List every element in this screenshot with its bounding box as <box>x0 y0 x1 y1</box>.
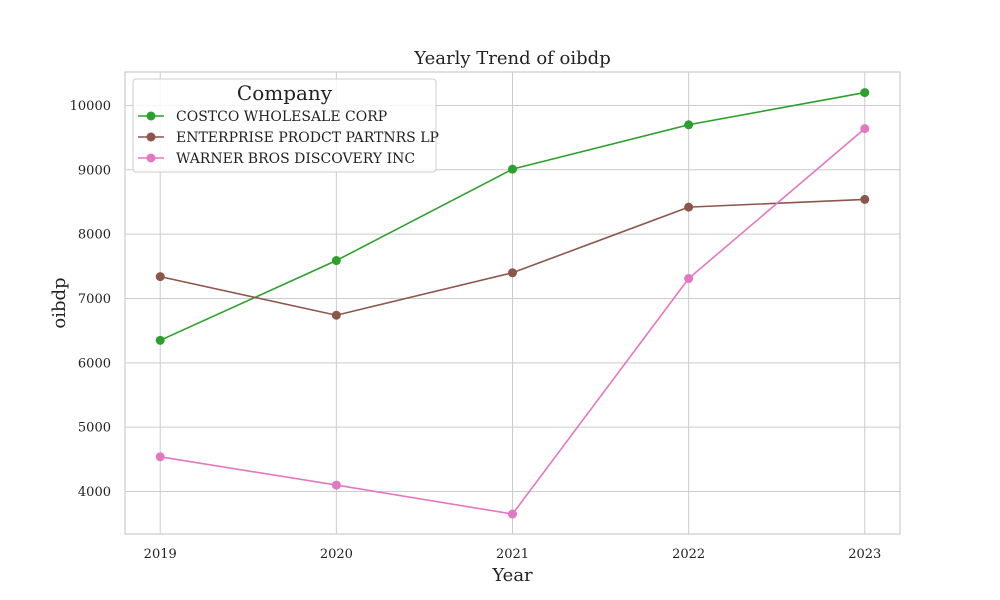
legend-label: COSTCO WHOLESALE CORP <box>176 109 387 125</box>
y-tick-labels: 4000 5000 6000 7000 8000 9000 10000 <box>70 99 111 500</box>
data-point <box>684 120 694 130</box>
x-axis-label: Year <box>491 565 533 586</box>
x-tick-label: 2020 <box>320 547 353 562</box>
y-tick-label: 10000 <box>70 99 111 114</box>
x-tick-label: 2019 <box>144 547 177 562</box>
data-point <box>508 509 517 519</box>
x-tick-label: 2021 <box>496 547 529 562</box>
legend-label: WARNER BROS DISCOVERY INC <box>176 151 415 167</box>
data-point <box>684 202 694 212</box>
data-point <box>331 480 341 490</box>
y-tick-label: 4000 <box>78 485 111 500</box>
legend-marker <box>146 111 156 121</box>
legend-label: ENTERPRISE PRODCT PARTNRS LP <box>176 130 439 146</box>
x-tick-labels: 2019 2020 2021 2022 2023 <box>144 547 882 562</box>
legend-entries: COSTCO WHOLESALE CORP ENTERPRISE PRODCT P… <box>138 109 439 167</box>
data-point <box>331 310 341 320</box>
series-group <box>155 194 870 320</box>
x-tick-label: 2023 <box>848 547 881 562</box>
plot-frame <box>124 71 901 535</box>
y-tick-label: 9000 <box>78 163 111 178</box>
y-tick-label: 7000 <box>78 292 111 307</box>
series-layer <box>155 88 870 519</box>
data-point <box>331 256 341 266</box>
data-point <box>860 88 870 98</box>
data-point <box>684 274 694 284</box>
data-point <box>860 124 870 134</box>
data-point <box>155 452 165 462</box>
series-group <box>155 88 870 345</box>
y-tick-label: 8000 <box>78 228 111 243</box>
legend-entry: COSTCO WHOLESALE CORP <box>138 109 387 125</box>
legend-entry: WARNER BROS DISCOVERY INC <box>138 151 415 167</box>
series-group <box>155 124 870 519</box>
x-tick-label: 2022 <box>672 547 705 562</box>
y-tick-label: 5000 <box>78 421 111 436</box>
chart-title: Yearly Trend of oibdp <box>413 48 610 69</box>
data-point <box>860 194 870 204</box>
legend-entry: ENTERPRISE PRODCT PARTNRS LP <box>138 130 439 146</box>
y-axis-label: oibdp <box>49 277 70 328</box>
legend: Company COSTCO WHOLESALE CORP ENTERPRISE … <box>132 78 439 173</box>
data-point <box>508 164 517 174</box>
legend-marker <box>146 132 156 142</box>
data-point <box>508 268 517 278</box>
legend-title: Company <box>237 81 333 105</box>
y-tick-label: 6000 <box>78 356 111 371</box>
legend-box <box>132 78 437 173</box>
data-point <box>155 272 165 282</box>
data-point <box>155 335 165 345</box>
legend-marker <box>146 153 156 163</box>
